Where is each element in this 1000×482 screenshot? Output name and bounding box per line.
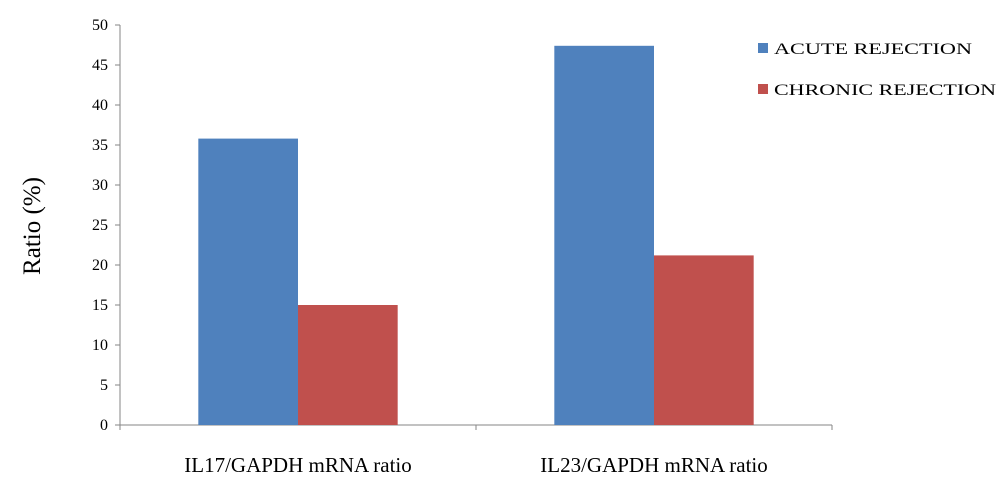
bar-chronic-rejection-2 (654, 255, 754, 425)
y-tick-label: 20 (92, 257, 108, 274)
y-tick-label: 5 (100, 377, 108, 394)
y-axis-title: Ratio (%) (19, 177, 46, 275)
category-labels: IL17/GAPDH mRNA ratio IL23/GAPDH mRNA rat… (184, 453, 768, 477)
y-tick-label: 35 (92, 137, 108, 154)
category-label: IL23/GAPDH mRNA ratio (540, 453, 768, 477)
bar-acute-rejection-2 (554, 45, 654, 426)
y-tick-label: 25 (92, 217, 108, 234)
legend-label: ACUTE REJECTION (774, 41, 973, 58)
bar-chronic-rejection-1 (298, 305, 398, 425)
y-tick-label: 40 (92, 97, 108, 114)
legend-label: CHRONIC REJECTION (774, 82, 997, 99)
bars (198, 45, 754, 426)
category-label: IL17/GAPDH mRNA ratio (184, 453, 412, 477)
y-tick-label: 0 (100, 417, 108, 434)
x-ticks (119, 425, 833, 430)
y-tick-label: 10 (92, 337, 108, 354)
y-tick-label: 45 (92, 57, 108, 74)
legend-swatch (758, 84, 768, 94)
y-tick-label: 30 (92, 177, 108, 194)
legend-swatch (758, 43, 768, 53)
y-tick-label: 50 (92, 17, 108, 34)
legend: ACUTE REJECTION CHRONIC REJECTION (758, 41, 997, 99)
y-tick-label: 15 (92, 297, 108, 314)
bar-acute-rejection-1 (198, 138, 298, 425)
y-ticks: 0 5 10 15 20 25 30 35 40 45 50 (92, 17, 120, 434)
